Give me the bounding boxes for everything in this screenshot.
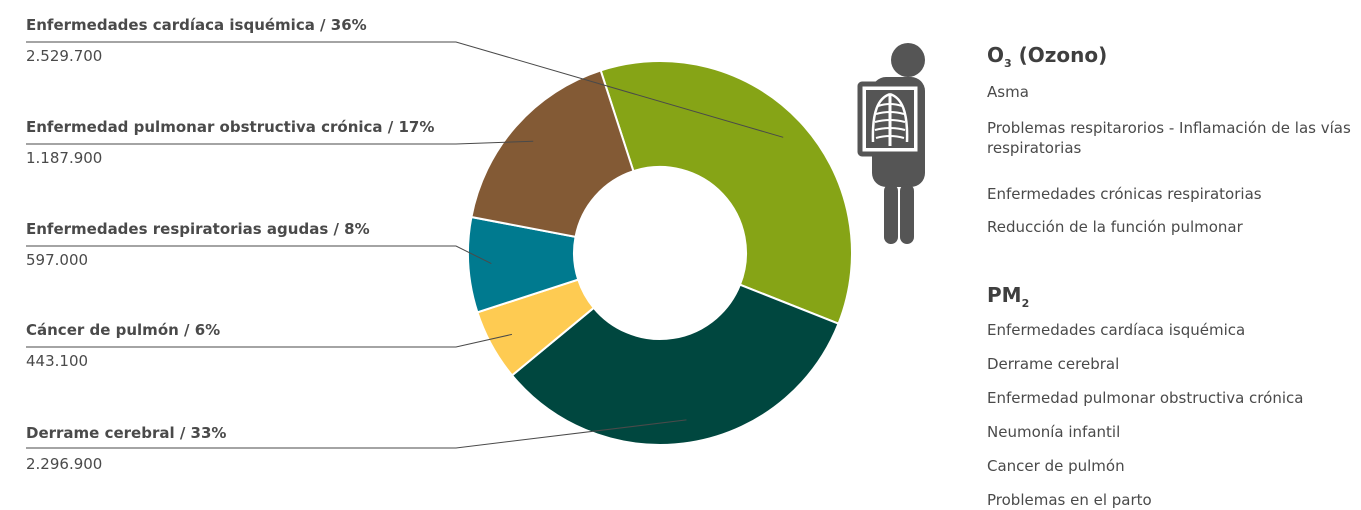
slice-enfermedad-pulmonar-obstructiva-cronica: [470, 69, 635, 239]
leader-line-derrame-cerebral: [26, 419, 687, 449]
ozone-title: O3 (Ozono): [987, 43, 1108, 70]
slice-derrame-cerebral: [510, 283, 840, 446]
label-acute-respiratory: Enfermedades respiratorias agudas / 8% 5…: [26, 219, 466, 270]
ozone-item: Reducción de la función pulmonar: [987, 218, 1243, 236]
slice-title: Enfermedades respiratorias agudas / 8%: [26, 220, 370, 238]
slice-enfermedades-cardiaca-isquemica: [599, 60, 853, 325]
pm-item: Cancer de pulmón: [987, 457, 1125, 475]
slice-value: 443.100: [26, 352, 89, 370]
slice-value: 597.000: [26, 251, 89, 269]
slice-value: 1.187.900: [26, 149, 103, 167]
pm-item: Derrame cerebral: [987, 355, 1120, 373]
slice-value: 2.296.900: [26, 455, 103, 473]
leader-line-cancer-de-pulmon: [26, 333, 513, 348]
slice-title: Cáncer de pulmón / 6%: [26, 321, 221, 339]
pm-panel: PM2: [987, 282, 1359, 310]
slice-title: Derrame cerebral / 33%: [26, 424, 227, 442]
slice-value: 2.529.700: [26, 47, 103, 65]
pm-item: Enfermedades cardíaca isquémica: [987, 321, 1246, 339]
pm-item: Enfermedad pulmonar obstructiva crónica: [987, 389, 1304, 407]
label-stroke: Derrame cerebral / 33% 2.296.900: [26, 423, 466, 474]
ozone-item: Problemas respitarorios - Inflamación de…: [987, 119, 1351, 157]
ozone-item: Asma: [987, 83, 1029, 101]
pm-title: PM2: [987, 283, 1030, 310]
label-lung-cancer: Cáncer de pulmón / 6% 443.100: [26, 320, 466, 371]
leader-line-enfermedades-respiratorias-agudas: [26, 245, 492, 265]
pm-item: Problemas en el parto: [987, 491, 1152, 509]
label-copd: Enfermedad pulmonar obstructiva crónica …: [26, 117, 466, 168]
slice-title: Enfermedades cardíaca isquémica / 36%: [26, 16, 367, 34]
label-ischemic-heart: Enfermedades cardíaca isquémica / 36% 2.…: [26, 15, 466, 66]
leader-line-enfermedades-cardiaca-isquemica: [26, 41, 784, 138]
slice-title: Enfermedad pulmonar obstructiva crónica …: [26, 118, 435, 136]
xray-human-figure-icon: [857, 43, 925, 244]
ozone-panel: O3 (Ozono): [987, 42, 1359, 70]
pm-item: Neumonía infantil: [987, 423, 1121, 441]
ozone-item: Enfermedades crónicas respiratorias: [987, 185, 1262, 203]
leader-line-enfermedad-pulmonar-obstructiva-cronica: [26, 140, 534, 145]
